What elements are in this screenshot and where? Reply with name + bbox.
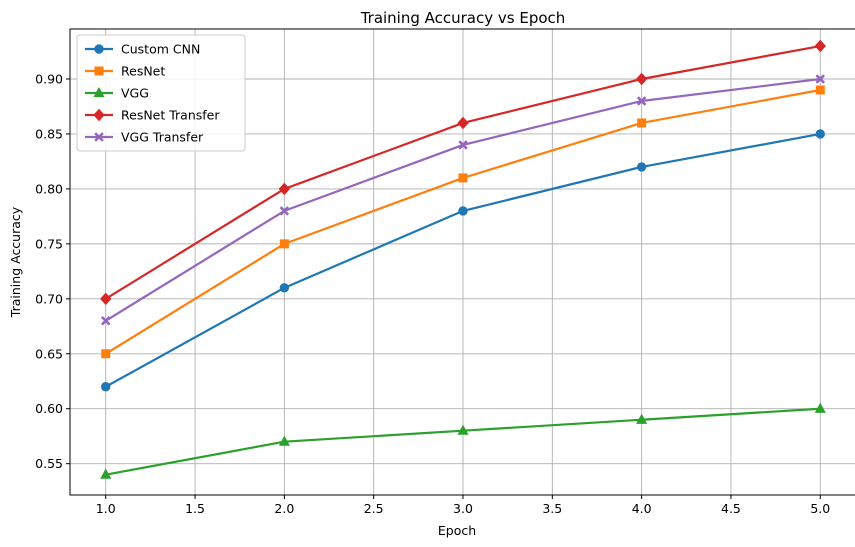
data-point-vgg-transfer xyxy=(815,74,826,84)
data-point-vgg-transfer xyxy=(279,206,290,216)
legend: Custom CNN ResNet VGG ResNet Transfer VGG Tr… xyxy=(76,34,246,152)
y-axis-label: Training Accuracy xyxy=(8,206,23,318)
x-axis: 1.0 1.5 2.0 2.5 3.0 3.5 4.0 4.5 5.0 xyxy=(96,495,830,516)
legend-label: VGG Transfer xyxy=(121,130,204,145)
data-point-resnet xyxy=(279,239,289,249)
x-tick-label: 2.5 xyxy=(364,501,384,516)
data-point-resnet-transfer xyxy=(278,182,291,196)
y-tick-label: 0.70 xyxy=(35,291,63,306)
x-tick-label: 4.5 xyxy=(721,501,741,516)
series-vgg xyxy=(100,402,826,479)
data-point-vgg xyxy=(814,402,826,413)
legend-box xyxy=(76,34,246,152)
y-tick-label: 0.55 xyxy=(35,456,63,471)
y-tick-label: 0.90 xyxy=(35,72,63,87)
data-point-vgg xyxy=(278,435,290,446)
data-point-resnet xyxy=(637,118,647,128)
data-point-vgg xyxy=(636,413,648,424)
legend-item-resnet: ResNet xyxy=(85,64,165,79)
x-tick-label: 3.0 xyxy=(453,501,473,516)
data-point-resnet xyxy=(815,85,825,95)
legend-marker xyxy=(94,44,104,54)
series-resnet xyxy=(101,85,825,359)
data-point-resnet-transfer xyxy=(100,292,112,306)
y-tick-label: 0.75 xyxy=(35,236,63,251)
legend-label: ResNet xyxy=(121,64,165,79)
series-custom-cnn xyxy=(101,129,825,392)
data-point-resnet xyxy=(458,173,468,183)
x-tick-label: 1.5 xyxy=(185,501,205,516)
legend-item-resnet-transfer: ResNet Transfer xyxy=(85,108,220,123)
data-point-resnet xyxy=(101,349,111,359)
legend-marker xyxy=(94,132,104,142)
data-point-vgg-transfer xyxy=(636,96,647,106)
data-point-resnet-transfer xyxy=(635,72,648,86)
y-axis: 0.55 0.60 0.65 0.70 0.75 0.80 0.85 0.90 xyxy=(35,72,70,471)
x-tick-label: 4.0 xyxy=(632,501,652,516)
data-point-custom-cnn xyxy=(279,283,290,293)
x-tick-label: 2.0 xyxy=(274,501,294,516)
data-point-vgg-transfer xyxy=(100,315,111,326)
grid xyxy=(70,29,855,495)
data-point-vgg xyxy=(457,424,469,435)
data-point-custom-cnn xyxy=(101,382,111,392)
legend-marker xyxy=(94,66,104,76)
y-tick-label: 0.85 xyxy=(35,126,63,141)
legend-marker xyxy=(93,108,105,122)
legend-item-vgg-transfer: VGG Transfer xyxy=(85,130,204,145)
y-tick-label: 0.80 xyxy=(35,181,63,196)
data-point-custom-cnn xyxy=(458,206,468,216)
legend-label: Custom CNN xyxy=(121,42,200,57)
legend-item-custom-cnn: Custom CNN xyxy=(85,42,200,57)
y-tick-label: 0.60 xyxy=(35,401,63,416)
x-tick-label: 5.0 xyxy=(810,501,830,516)
y-tick-label: 0.65 xyxy=(35,346,63,361)
series-resnet-transfer xyxy=(100,39,826,306)
series-vgg-transfer xyxy=(100,74,826,326)
legend-label: VGG xyxy=(121,86,149,101)
data-point-vgg-transfer xyxy=(458,140,468,150)
data-point-vgg xyxy=(100,468,112,479)
x-tick-label: 1.0 xyxy=(96,501,116,516)
legend-label: ResNet Transfer xyxy=(121,108,220,123)
x-axis-label: Epoch xyxy=(438,523,476,538)
data-point-custom-cnn xyxy=(815,129,825,139)
chart-title: Training Accuracy vs Epoch xyxy=(360,9,566,27)
series-layer xyxy=(100,39,826,479)
legend-marker xyxy=(93,86,105,98)
x-tick-label: 3.5 xyxy=(542,501,562,516)
data-point-custom-cnn xyxy=(636,162,647,172)
data-point-resnet-transfer xyxy=(814,39,826,53)
data-point-resnet-transfer xyxy=(457,116,469,130)
legend-item-vgg: VGG xyxy=(85,86,149,101)
